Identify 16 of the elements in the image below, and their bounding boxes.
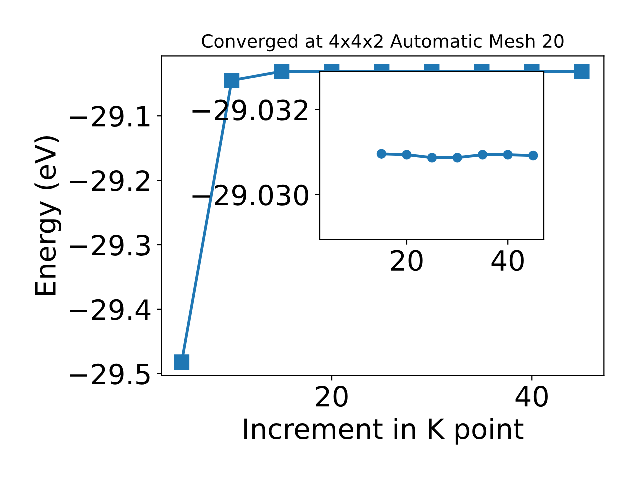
y-tick-label: −29.1 [70, 106, 150, 128]
y-tick-label: −29.4 [70, 299, 151, 320]
y-tick-label: −29.2 [70, 170, 150, 192]
chart-title: Converged at 4x4x2 Automatic Mesh 20 [202, 34, 564, 52]
point [274, 64, 290, 80]
y-axis-title: Energy (eV) [34, 136, 62, 296]
y-tick-label: −29.3 [70, 234, 150, 256]
x-axis-title: Increment in K point [244, 418, 524, 445]
x-tick-label: 40 [516, 386, 548, 408]
point [574, 64, 590, 80]
point [224, 73, 240, 88]
x-tick-label: 20 [391, 250, 423, 272]
x-tick-label: 40 [492, 250, 524, 272]
y-tick-label: −29.5 [70, 364, 150, 385]
x-tick-label: 20 [316, 386, 348, 408]
point [174, 354, 190, 370]
